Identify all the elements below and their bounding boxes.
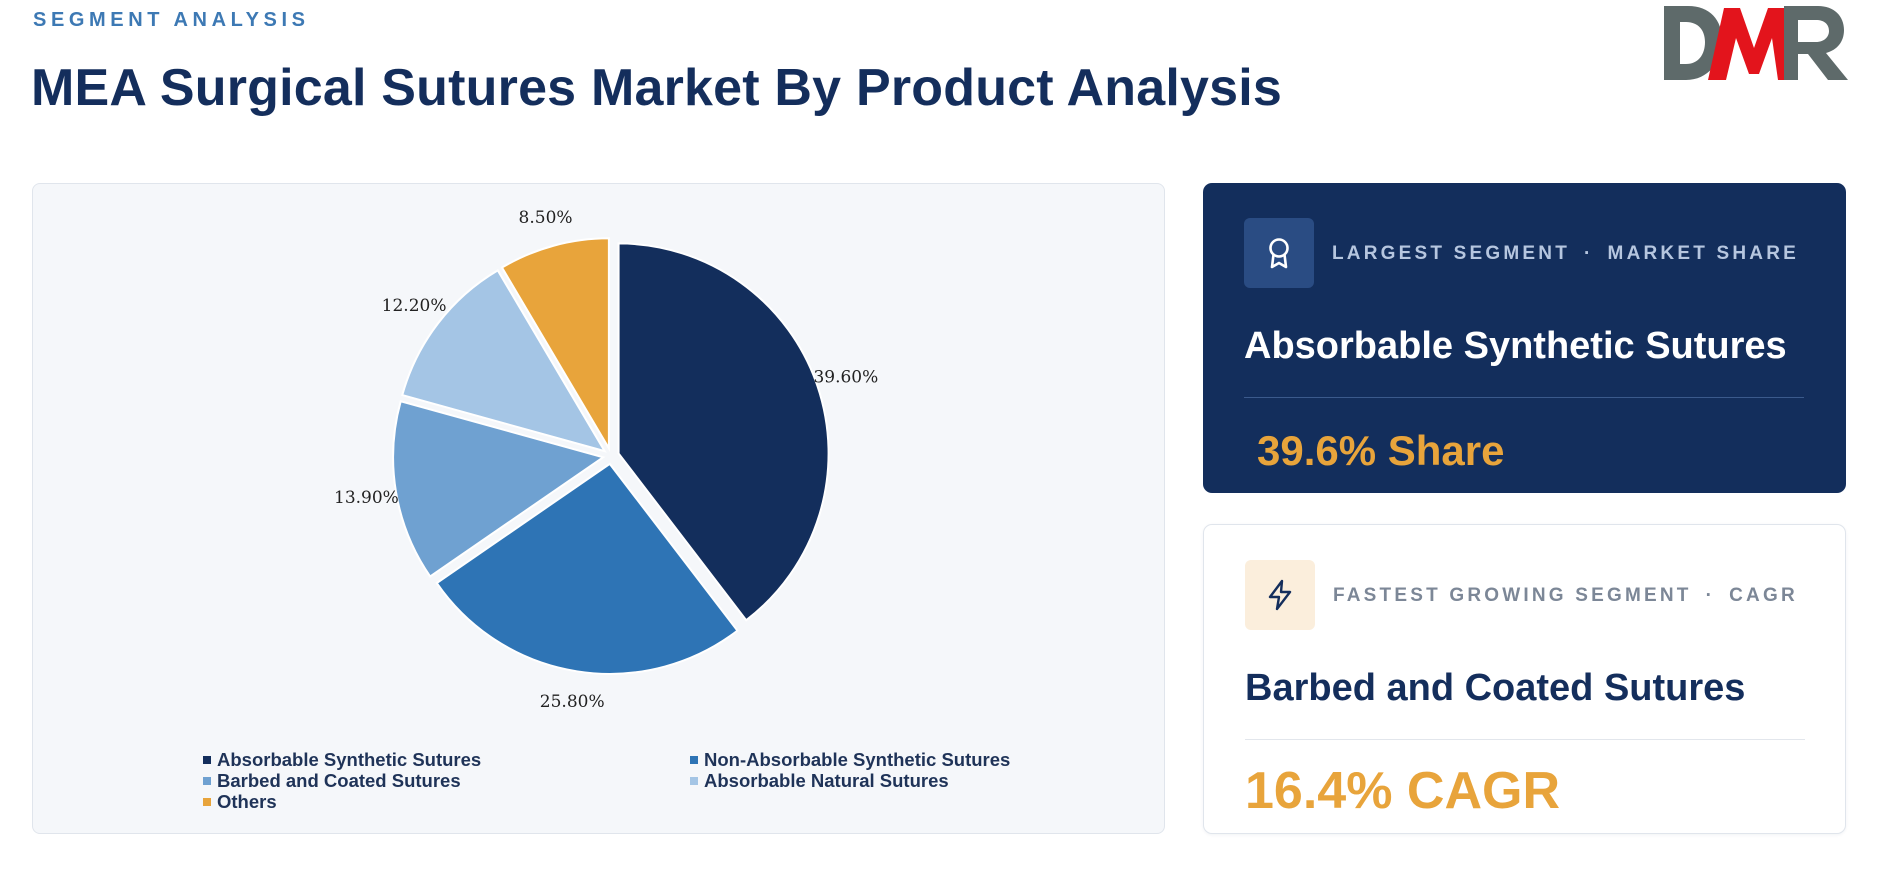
pie-slice: [401, 269, 607, 453]
pie-chart-card: 39.60% 25.80% 13.90% 12.20% 8.50% Absorbable…: [32, 183, 1165, 834]
pie-slice: [617, 242, 830, 622]
largest-segment-name: Absorbable Synthetic Sutures: [1244, 325, 1787, 367]
pie-data-label: 12.20%: [382, 296, 447, 316]
chart-legend: Absorbable Synthetic Sutures Non-Absorbab…: [203, 749, 1053, 812]
fastest-segment-card: FASTEST GROWING SEGMENT · CAGR Barbed and …: [1203, 524, 1846, 834]
logo-letter-r: [1784, 6, 1848, 80]
logo-letter-m: [1708, 8, 1794, 80]
largest-segment-card: LARGEST SEGMENT · MARKET SHARE Absorbable …: [1203, 183, 1846, 493]
pie-data-label: 25.80%: [540, 692, 605, 712]
logo-letter-d: [1664, 6, 1722, 80]
divider: [1245, 739, 1805, 740]
legend-swatch: [690, 776, 698, 785]
pie-slice: [500, 237, 610, 452]
pie-data-label: 39.60%: [813, 367, 878, 387]
award-icon-box: [1244, 218, 1314, 288]
legend-swatch: [203, 776, 211, 785]
pie-slice: [435, 462, 739, 675]
pie-slice: [392, 400, 606, 578]
legend-item: Absorbable Natural Sutures: [690, 770, 1050, 791]
legend-label: Barbed and Coated Sutures: [217, 769, 461, 791]
fastest-segment-cagr: 16.4% CAGR: [1245, 762, 1560, 820]
legend-swatch: [203, 755, 211, 764]
pie-data-label: 13.90%: [334, 488, 399, 508]
fastest-segment-label: FASTEST GROWING SEGMENT · CAGR: [1333, 585, 1798, 606]
legend-swatch: [690, 755, 698, 764]
pie-chart: 39.60% 25.80% 13.90% 12.20% 8.50%: [334, 208, 878, 712]
legend-label: Absorbable Synthetic Sutures: [217, 748, 482, 770]
legend-item: Non-Absorbable Synthetic Sutures: [690, 749, 1050, 770]
lightning-bolt-icon: [1268, 579, 1292, 611]
fastest-segment-name: Barbed and Coated Sutures: [1245, 667, 1746, 709]
legend-label: Others: [217, 790, 277, 812]
section-eyebrow: SEGMENT ANALYSIS: [33, 9, 310, 31]
legend-item: Others: [203, 791, 690, 812]
legend-item: Absorbable Synthetic Sutures: [203, 749, 690, 770]
lightning-icon-box: [1245, 560, 1315, 630]
pie-data-label: 8.50%: [519, 208, 573, 228]
largest-segment-label: LARGEST SEGMENT · MARKET SHARE: [1332, 243, 1800, 264]
legend-label: Absorbable Natural Sutures: [704, 769, 949, 791]
page-title: MEA Surgical Sutures Market By Product A…: [31, 59, 1283, 117]
legend-swatch: [203, 797, 211, 806]
award-ribbon-icon: [1269, 238, 1289, 269]
divider: [1244, 397, 1804, 398]
legend-item: Barbed and Coated Sutures: [203, 770, 690, 791]
largest-segment-share: 39.6% Share: [1257, 427, 1505, 474]
legend-label: Non-Absorbable Synthetic Sutures: [704, 748, 1011, 770]
dmr-logo: [1664, 6, 1848, 80]
